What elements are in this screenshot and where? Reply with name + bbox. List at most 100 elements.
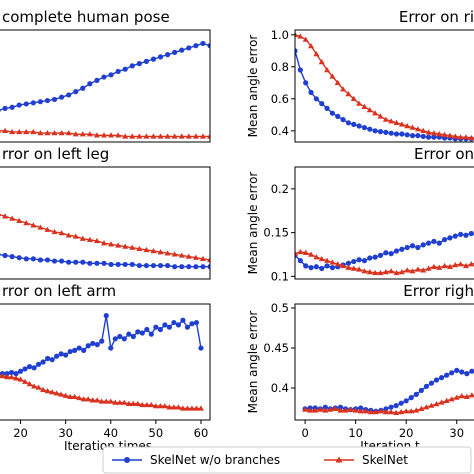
data-point (297, 67, 303, 73)
data-point (51, 228, 58, 235)
data-point (356, 257, 362, 263)
data-point (80, 396, 87, 402)
data-point (81, 347, 87, 353)
data-point (87, 81, 93, 87)
data-point (340, 117, 346, 123)
data-point (108, 241, 115, 247)
data-point (345, 91, 352, 97)
data-point (377, 113, 384, 119)
data-point (115, 132, 122, 138)
data-point (44, 257, 51, 263)
data-point (139, 330, 145, 336)
data-point (393, 409, 400, 415)
data-point (377, 129, 384, 135)
plot-frame (294, 29, 474, 143)
data-point (59, 94, 65, 100)
data-point (115, 242, 122, 248)
data-point (350, 95, 357, 101)
series-wo-branches (0, 313, 204, 377)
data-point (318, 255, 325, 262)
data-point (9, 215, 16, 221)
data-point (197, 405, 204, 411)
data-point (112, 336, 118, 342)
data-point (367, 255, 373, 261)
data-point (143, 58, 149, 64)
data-point (44, 388, 51, 394)
data-point (453, 394, 460, 400)
data-point (302, 249, 309, 255)
data-point (193, 43, 199, 49)
data-point (377, 269, 384, 276)
data-point (408, 408, 415, 414)
data-point (462, 262, 469, 269)
data-point (44, 226, 51, 232)
data-point (404, 267, 411, 273)
data-point (459, 369, 465, 375)
data-point (458, 231, 464, 237)
data-point (134, 400, 141, 406)
y-axis-label: Mean angle error (246, 172, 260, 275)
data-point (327, 406, 334, 412)
data-point (170, 404, 177, 410)
data-point (388, 130, 394, 136)
data-point (89, 397, 96, 403)
data-point (452, 233, 458, 239)
data-point (172, 49, 178, 56)
data-point (157, 133, 164, 139)
data-point (398, 400, 404, 406)
data-point (185, 133, 192, 139)
data-point (388, 409, 395, 415)
data-point (101, 132, 107, 138)
data-point (150, 133, 157, 139)
data-point (415, 133, 421, 139)
x-tick-label: 0 (301, 426, 308, 440)
data-point (423, 404, 430, 410)
data-point (423, 383, 430, 389)
y-tick-label: 0.6 (271, 92, 289, 106)
data-point (13, 375, 20, 381)
data-point (193, 264, 199, 270)
data-point (441, 131, 448, 137)
data-point (462, 134, 469, 140)
data-point (129, 244, 136, 250)
data-point (317, 406, 324, 412)
data-point (179, 47, 185, 53)
data-point (329, 265, 335, 271)
series-wo-branches (0, 40, 210, 113)
series-wo-branches (0, 252, 210, 270)
data-point (361, 258, 368, 264)
data-point (175, 404, 182, 410)
data-point (93, 237, 100, 244)
data-point (447, 235, 453, 241)
data-point (372, 269, 379, 276)
panel-title: Error on ri (399, 8, 474, 26)
y-tick-label: 0.4 (271, 124, 289, 138)
data-point (382, 409, 389, 415)
data-point (302, 36, 309, 42)
data-point (457, 261, 464, 267)
data-point (0, 131, 1, 133)
panel-3: rror on left leg (0, 145, 211, 280)
data-point (329, 110, 335, 116)
data-point (72, 131, 79, 137)
panel-title: rror on left leg (2, 145, 109, 163)
data-point (72, 233, 79, 239)
data-point (166, 324, 173, 330)
data-point (193, 405, 200, 411)
data-point (413, 391, 419, 397)
data-point (179, 405, 186, 411)
data-point (51, 96, 58, 103)
data-point (436, 131, 443, 137)
data-point (420, 127, 427, 133)
data-point (67, 393, 74, 399)
data-point (152, 403, 159, 409)
legend-marker-skelnet (335, 456, 343, 463)
data-point (9, 104, 15, 110)
data-point (94, 77, 100, 83)
y-tick-label: 0.5 (271, 301, 289, 315)
data-point (313, 51, 320, 57)
data-point (30, 256, 36, 262)
data-point (388, 118, 395, 124)
data-point (79, 235, 86, 241)
data-point (80, 259, 86, 265)
